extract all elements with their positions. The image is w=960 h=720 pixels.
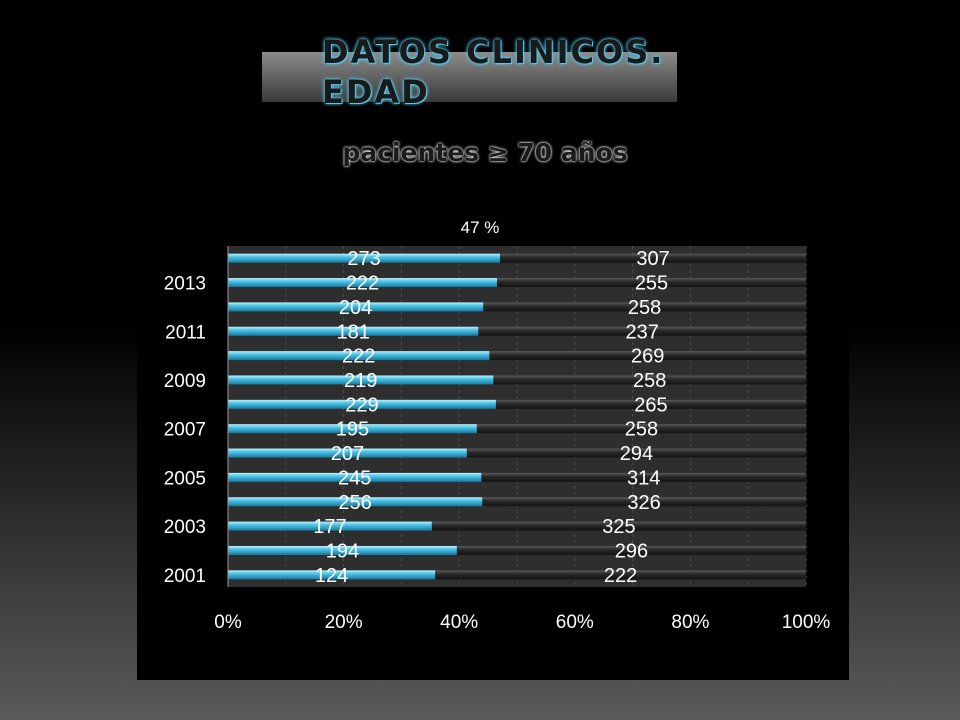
bar-series-1 bbox=[228, 278, 498, 288]
data-label-series-2: 265 bbox=[634, 394, 667, 416]
bar-series-2 bbox=[489, 351, 806, 361]
bar-series-2 bbox=[493, 375, 806, 385]
bar-series-2 bbox=[466, 448, 806, 458]
bar-series-1 bbox=[228, 375, 494, 385]
data-label-series-1: 177 bbox=[313, 516, 346, 538]
data-label-series-1: 204 bbox=[339, 297, 372, 319]
title-line-2: EDAD bbox=[322, 73, 430, 111]
y-tick-label: 2001 bbox=[164, 566, 206, 587]
title-band bbox=[262, 52, 677, 102]
x-tick-label: 100% bbox=[782, 612, 831, 633]
data-label-series-2: 258 bbox=[628, 297, 661, 319]
data-label-series-1: 207 bbox=[331, 443, 364, 465]
data-label-series-2: 307 bbox=[636, 248, 669, 270]
data-label-series-1: 219 bbox=[344, 370, 377, 392]
data-label-series-1: 124 bbox=[315, 565, 348, 587]
bar-series-2 bbox=[482, 497, 806, 507]
bar-series-2 bbox=[435, 570, 806, 580]
data-label-series-2: 294 bbox=[620, 443, 653, 465]
data-label-series-1: 181 bbox=[336, 321, 369, 343]
bar-series-1 bbox=[228, 253, 501, 263]
x-tick-label: 0% bbox=[214, 612, 242, 633]
data-label-series-2: 255 bbox=[635, 273, 668, 295]
bar-series-1 bbox=[228, 326, 479, 336]
bar-series-2 bbox=[476, 424, 806, 434]
y-tick-label: 2011 bbox=[165, 322, 206, 343]
data-label-series-1: 195 bbox=[336, 419, 369, 441]
chart-annotation: 47 % bbox=[460, 218, 500, 237]
bar-series-1 bbox=[228, 399, 496, 409]
bar-series-2 bbox=[483, 302, 806, 312]
y-tick-label: 2013 bbox=[164, 274, 206, 295]
bar-series-2 bbox=[500, 253, 806, 263]
bar-series-2 bbox=[495, 399, 806, 409]
bar-series-1 bbox=[228, 302, 484, 312]
data-label-series-1: 222 bbox=[346, 273, 379, 295]
data-label-series-2: 222 bbox=[604, 565, 637, 587]
bar-series-2 bbox=[456, 545, 806, 555]
y-tick-label: 2009 bbox=[164, 371, 206, 392]
x-tick-label: 80% bbox=[671, 612, 709, 633]
slide-subtitle: pacientes ≥ 70 años bbox=[342, 138, 628, 167]
bar-series-2 bbox=[481, 472, 806, 482]
bar-series-1 bbox=[228, 472, 482, 482]
data-label-series-1: 222 bbox=[342, 346, 375, 368]
data-label-series-2: 258 bbox=[625, 419, 658, 441]
bar-series-2 bbox=[431, 521, 806, 531]
y-tick-label: 2003 bbox=[164, 517, 206, 538]
data-label-series-1: 273 bbox=[347, 248, 380, 270]
slide-title: DATOS CLINICOS. EDAD bbox=[322, 32, 722, 112]
bar-series-2 bbox=[497, 278, 806, 288]
bar-series-1 bbox=[228, 570, 436, 580]
data-label-series-1: 194 bbox=[326, 540, 359, 562]
data-label-series-2: 269 bbox=[631, 346, 664, 368]
title-line-1: DATOS CLINICOS. bbox=[322, 33, 665, 71]
bar-series-1 bbox=[228, 497, 483, 507]
data-label-series-2: 237 bbox=[625, 321, 658, 343]
data-label-series-1: 229 bbox=[345, 394, 378, 416]
bar-series-1 bbox=[228, 351, 490, 361]
data-label-series-2: 325 bbox=[602, 516, 635, 538]
bar-series-2 bbox=[478, 326, 806, 336]
bar-series-1 bbox=[228, 545, 457, 555]
data-label-series-1: 256 bbox=[338, 492, 371, 514]
bar-series-1 bbox=[228, 424, 477, 434]
y-tick-label: 2005 bbox=[164, 468, 206, 489]
x-tick-label: 40% bbox=[440, 612, 478, 633]
data-label-series-2: 258 bbox=[633, 370, 666, 392]
bar-series-1 bbox=[228, 448, 467, 458]
data-label-series-2: 296 bbox=[615, 540, 648, 562]
data-label-series-1: 245 bbox=[338, 467, 371, 489]
y-tick-label: 2007 bbox=[164, 420, 206, 441]
x-tick-label: 60% bbox=[556, 612, 594, 633]
data-label-series-2: 314 bbox=[627, 467, 660, 489]
bar-series-1 bbox=[228, 521, 432, 531]
x-tick-label: 20% bbox=[325, 612, 363, 633]
data-label-series-2: 326 bbox=[627, 492, 660, 514]
